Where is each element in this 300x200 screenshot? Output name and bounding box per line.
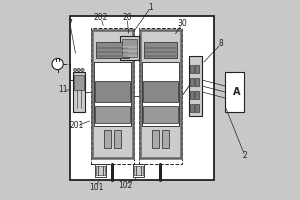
Bar [122,39,137,57]
Bar [92,30,133,158]
Bar [143,81,178,102]
Bar [195,65,199,73]
Bar [152,130,159,148]
Text: 20: 20 [122,14,132,22]
Bar [143,106,178,123]
Bar [74,75,84,90]
Bar [104,130,111,148]
Circle shape [81,68,84,72]
Bar [190,65,194,73]
Circle shape [77,68,80,72]
Bar [195,104,199,112]
Text: 8: 8 [219,40,224,48]
Circle shape [74,68,77,72]
Bar [94,62,131,126]
Bar [95,164,106,177]
Bar [95,106,130,123]
Bar [134,166,142,175]
Bar [190,104,194,112]
Bar [190,91,194,99]
Bar [140,30,181,158]
Text: A: A [233,87,241,97]
Bar [73,72,85,112]
Bar [114,130,121,148]
Bar [225,72,244,112]
Bar [144,42,177,58]
Bar [190,78,194,86]
Text: 11: 11 [58,85,68,94]
Bar [91,28,134,164]
Text: 2: 2 [243,152,248,160]
Bar [195,91,199,99]
Bar [162,130,169,148]
Text: 201: 201 [70,121,84,130]
Text: 101: 101 [89,182,103,192]
Bar [189,56,202,116]
Text: 102: 102 [118,180,132,190]
Bar [195,78,199,86]
Text: 202: 202 [94,14,108,22]
Text: 7: 7 [68,20,72,28]
Text: 30: 30 [177,20,187,28]
Bar [70,16,214,180]
Bar [133,164,144,177]
Bar [96,166,105,175]
Bar [139,28,182,164]
Bar [95,81,130,102]
Circle shape [52,58,63,70]
Text: 1: 1 [148,2,153,11]
Bar [142,62,179,126]
Bar [96,42,129,58]
Bar [120,36,139,60]
